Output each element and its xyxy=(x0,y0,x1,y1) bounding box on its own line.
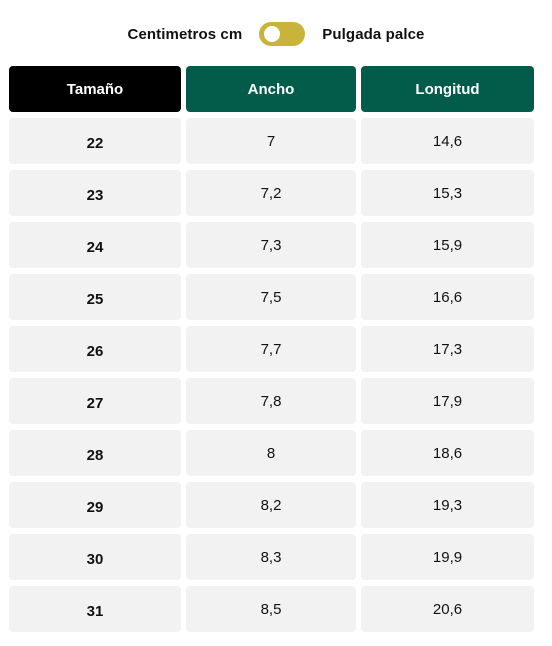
length-cell: 20,6 xyxy=(361,586,534,632)
width-cell: 8 xyxy=(186,430,356,476)
size-cell: 26 xyxy=(9,326,181,372)
length-cell: 16,6 xyxy=(361,274,534,320)
unit-label-centimeters[interactable]: Centimetros cm xyxy=(127,25,243,43)
unit-switch-knob xyxy=(264,26,281,42)
length-cell: 14,6 xyxy=(361,118,534,164)
unit-toggle: Centimetros cm Pulgada palce xyxy=(0,20,552,48)
length-cell: 15,9 xyxy=(361,222,534,268)
size-cell: 29 xyxy=(9,482,181,528)
length-cell: 17,9 xyxy=(361,378,534,424)
length-cell: 19,3 xyxy=(361,482,534,528)
width-cell: 7,5 xyxy=(186,274,356,320)
width-cell: 7 xyxy=(186,118,356,164)
width-cell: 8,5 xyxy=(186,586,356,632)
size-cell: 30 xyxy=(9,534,181,580)
width-cell: 7,8 xyxy=(186,378,356,424)
length-cell: 18,6 xyxy=(361,430,534,476)
size-cell: 27 xyxy=(9,378,181,424)
column-header-size: Tamaño xyxy=(9,66,181,112)
unit-label-inches[interactable]: Pulgada palce xyxy=(322,25,425,43)
length-cell: 15,3 xyxy=(361,170,534,216)
column-header-length: Longitud xyxy=(361,66,534,112)
size-cell: 28 xyxy=(9,430,181,476)
length-cell: 17,3 xyxy=(361,326,534,372)
size-chart-table: Tamaño Ancho Longitud 22 7 14,6 23 7,2 15,3 24… xyxy=(9,66,535,632)
size-cell: 23 xyxy=(9,170,181,216)
width-cell: 7,2 xyxy=(186,170,356,216)
size-cell: 31 xyxy=(9,586,181,632)
size-cell: 22 xyxy=(9,118,181,164)
length-cell: 19,9 xyxy=(361,534,534,580)
size-cell: 24 xyxy=(9,222,181,268)
width-cell: 8,2 xyxy=(186,482,356,528)
unit-switch[interactable] xyxy=(259,22,306,46)
width-cell: 7,3 xyxy=(186,222,356,268)
width-cell: 7,7 xyxy=(186,326,356,372)
width-cell: 8,3 xyxy=(186,534,356,580)
size-cell: 25 xyxy=(9,274,181,320)
column-header-width: Ancho xyxy=(186,66,356,112)
